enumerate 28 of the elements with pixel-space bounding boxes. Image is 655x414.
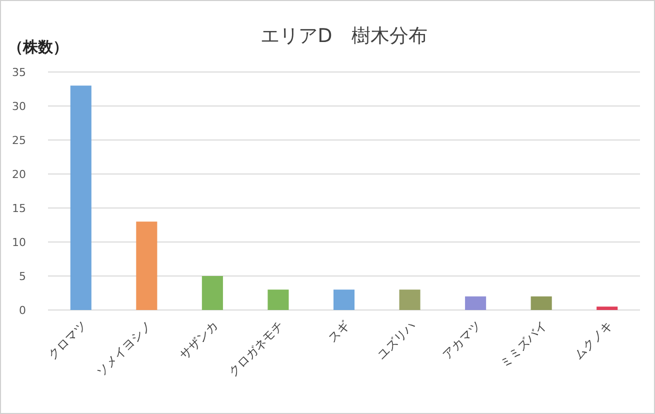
x-tick-label: ミミズバイ (497, 318, 550, 371)
bar (333, 290, 355, 310)
bar (530, 296, 552, 310)
bar (399, 290, 420, 310)
x-tick-label: ムクノキ (571, 318, 616, 362)
x-tick-label: スギ (325, 318, 352, 346)
y-tick-label: 10 (12, 236, 26, 249)
x-tick-label: クロガネモチ (226, 318, 286, 380)
bar (465, 296, 486, 310)
bar (596, 306, 618, 310)
bar (136, 222, 158, 310)
y-axis-title: （株数） (8, 38, 68, 56)
y-tick-label: 15 (12, 202, 26, 215)
y-tick-label: 5 (19, 270, 26, 283)
y-tick-label: 35 (12, 66, 26, 79)
y-tick-label: 30 (12, 100, 26, 113)
bar (268, 290, 289, 310)
x-tick-label: ユズリハ (374, 318, 418, 362)
chart-title: エリアD 樹木分布 (260, 25, 428, 47)
x-tick-label: サザンカ (176, 318, 221, 362)
bar (70, 86, 92, 310)
bar (202, 276, 223, 310)
y-tick-label: 25 (12, 134, 26, 147)
x-tick-label: アカマツ (440, 318, 484, 362)
y-tick-label: 20 (12, 168, 26, 181)
x-tick-label: クロマツ (45, 318, 90, 362)
x-tick-label: ソメイヨシノ (94, 318, 155, 380)
y-tick-label: 0 (19, 304, 26, 317)
